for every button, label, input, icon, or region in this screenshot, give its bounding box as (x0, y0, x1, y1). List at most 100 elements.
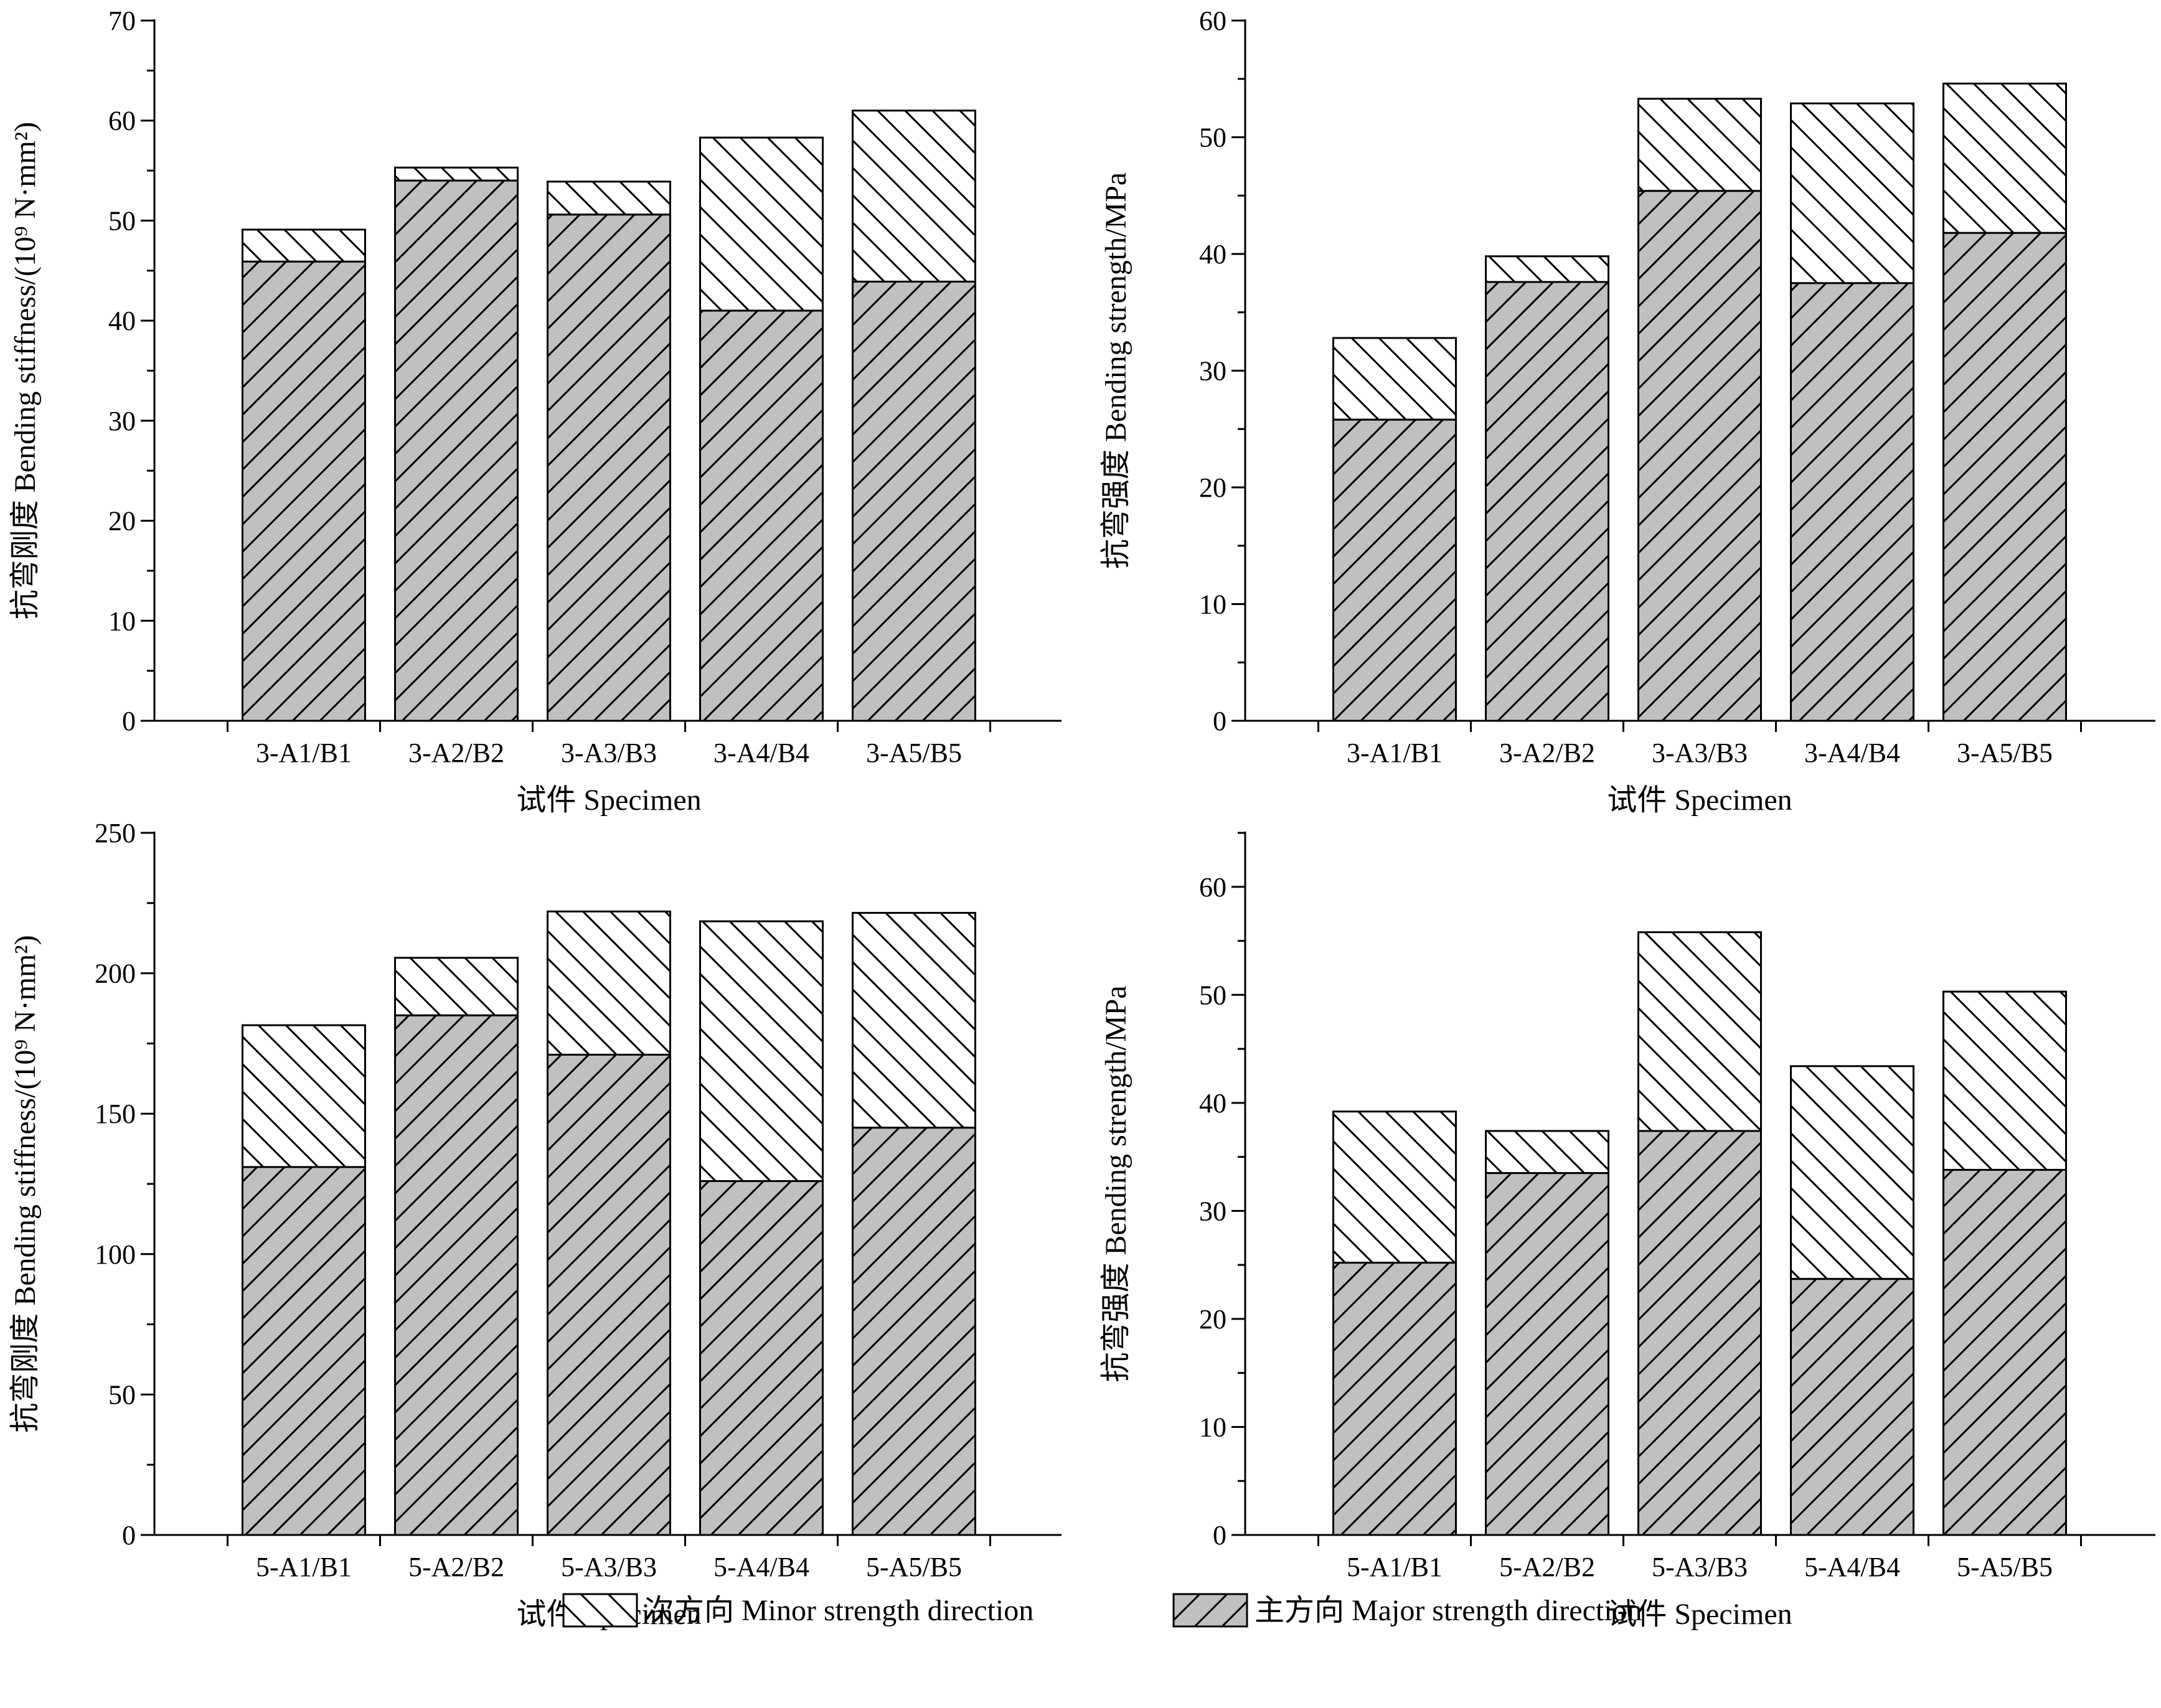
y-tick-label: 50 (1199, 980, 1226, 1010)
chart-panel-2: 0 10 20 30 40 50 60 抗弯强度 Bending strength/MPa 3-… (1099, 6, 2155, 817)
y-axis-title: 抗弯强度 Bending strength/MPa (1099, 172, 1132, 569)
bar-minor-5-A3/B3 (547, 910, 671, 1056)
y-tick-label: 70 (108, 6, 136, 36)
bar-major-5-A5/B5 (852, 1127, 976, 1536)
x-tick-label: 5-A3/B3 (1652, 1552, 1748, 1582)
y-tick-label: 20 (108, 506, 136, 537)
y-tick-label: 30 (1199, 1196, 1226, 1226)
y-tick-label: 100 (95, 1239, 136, 1270)
y-tick-label: 40 (1199, 239, 1226, 270)
bar-minor-5-A4/B4 (1790, 1065, 1914, 1280)
y-tick-label: 30 (108, 406, 136, 436)
bar-major-3-A4/B4 (1790, 282, 1914, 722)
bar-minor-3-A1/B1 (1332, 337, 1457, 421)
x-tick-label: 5-A5/B5 (1957, 1552, 2053, 1582)
x-tick-label: 5-A5/B5 (866, 1552, 962, 1582)
chart-panel-3: 0 50 100 150 200 250 抗弯刚度 Bending stiffness/(1… (9, 818, 1062, 1631)
legend-label-major: 主方向 Major strength direction (1255, 1594, 1642, 1627)
chart-panel-4: 0 10 20 30 40 50 60 抗弯强度 Bending strength/MPa 5-… (1099, 832, 2155, 1631)
bar-major-5-A3/B3 (1637, 1130, 1762, 1536)
y-tick-label: 20 (1199, 1304, 1226, 1335)
x-tick-label: 3-A2/B2 (408, 738, 504, 768)
x-tick-label: 3-A3/B3 (561, 738, 657, 768)
y-tick-label: 0 (122, 706, 136, 736)
bar-major-3-A3/B3 (547, 214, 671, 722)
y-tick-label: 50 (108, 205, 136, 236)
y-axis-title: 抗弯刚度 Bending stiffness/(10⁹ N·mm²) (9, 122, 42, 620)
y-tick-label: 60 (1199, 6, 1226, 36)
bar-minor-3-A3/B3 (1637, 98, 1762, 192)
bar-minor-5-A5/B5 (1942, 990, 2067, 1171)
bar-minor-5-A1/B1 (242, 1024, 366, 1168)
bar-major-5-A2/B2 (394, 1014, 519, 1536)
bar-minor-5-A2/B2 (394, 957, 519, 1016)
y-tick-label: 0 (1213, 706, 1226, 736)
y-tick-label: 20 (1199, 472, 1226, 503)
y-tick-label: 200 (95, 959, 136, 989)
x-tick-label: 5-A3/B3 (561, 1552, 657, 1582)
x-tick-label: 3-A1/B1 (256, 738, 352, 768)
bar-major-5-A5/B5 (1942, 1168, 2067, 1536)
bar-major-5-A3/B3 (547, 1053, 671, 1536)
x-tick-label: 5-A2/B2 (1499, 1552, 1595, 1582)
bar-minor-5-A1/B1 (1332, 1110, 1457, 1264)
bar-minor-3-A2/B2 (394, 166, 519, 182)
bar-minor-3-A1/B1 (242, 228, 366, 263)
y-tick-label: 50 (108, 1379, 136, 1410)
y-axis-title: 抗弯刚度 Bending stiffness/(10⁹ N·mm²) (9, 935, 42, 1433)
x-tick-label: 3-A1/B1 (1347, 738, 1443, 768)
bar-major-3-A1/B1 (242, 260, 366, 722)
bar-minor-5-A3/B3 (1637, 931, 1762, 1132)
y-tick-label: 10 (1199, 1412, 1226, 1442)
y-tick-label: 40 (1199, 1088, 1226, 1119)
y-tick-label: 250 (95, 818, 136, 848)
y-tick-label: 60 (108, 106, 136, 136)
x-tick-label: 3-A5/B5 (1957, 738, 2053, 768)
x-tick-label: 5-A1/B1 (256, 1552, 352, 1582)
bar-major-5-A4/B4 (1790, 1278, 1914, 1536)
bar-minor-5-A4/B4 (699, 920, 824, 1182)
bar-minor-5-A5/B5 (852, 912, 976, 1129)
bar-minor-3-A4/B4 (1790, 102, 1914, 284)
bar-major-5-A2/B2 (1485, 1172, 1609, 1536)
bar-minor-5-A2/B2 (1485, 1130, 1609, 1175)
x-axis-title: 试件 Specimen (1607, 784, 1792, 817)
x-tick-label: 3-A4/B4 (1804, 738, 1900, 768)
legend-swatch-minor (562, 1593, 638, 1628)
y-tick-label: 0 (1213, 1520, 1226, 1551)
bar-major-3-A2/B2 (394, 179, 519, 722)
x-tick-label: 5-A4/B4 (713, 1552, 809, 1582)
y-tick-label: 150 (95, 1099, 136, 1129)
bar-major-3-A5/B5 (852, 280, 976, 722)
legend-label-minor: 次方向 Minor strength direction (644, 1594, 1033, 1627)
legend-swatch-major (1172, 1593, 1248, 1628)
y-tick-label: 10 (108, 606, 136, 636)
y-tick-label: 40 (108, 306, 136, 336)
bar-minor-3-A3/B3 (547, 181, 671, 216)
x-tick-label: 3-A2/B2 (1499, 738, 1595, 768)
x-tick-label: 3-A4/B4 (713, 738, 809, 768)
x-tick-label: 5-A1/B1 (1347, 1552, 1443, 1582)
bar-minor-3-A5/B5 (1942, 82, 2067, 234)
y-axis-title: 抗弯强度 Bending strength/MPa (1099, 985, 1132, 1382)
bar-major-5-A4/B4 (699, 1180, 824, 1536)
x-axis-title: 试件 Specimen (516, 784, 701, 817)
x-tick-label: 5-A4/B4 (1804, 1552, 1900, 1582)
y-tick-label: 30 (1199, 356, 1226, 387)
bar-major-3-A2/B2 (1485, 281, 1609, 722)
y-tick-label: 50 (1199, 123, 1226, 153)
bar-major-3-A4/B4 (699, 309, 824, 722)
bar-major-5-A1/B1 (242, 1166, 366, 1536)
bar-minor-3-A4/B4 (699, 136, 824, 312)
bar-major-3-A3/B3 (1637, 190, 1762, 722)
x-tick-label: 3-A3/B3 (1652, 738, 1748, 768)
bar-major-3-A1/B1 (1332, 418, 1457, 722)
chart-legend: 次方向 Minor strength direction 主方向 Major s… (562, 1593, 1642, 1628)
bar-major-5-A1/B1 (1332, 1262, 1457, 1536)
y-tick-label: 0 (122, 1520, 136, 1551)
x-tick-label: 5-A2/B2 (408, 1552, 504, 1582)
chart-panel-1: 0 10 20 30 40 50 60 70 抗弯刚度 Bending stiffness/(1… (9, 6, 1062, 817)
x-axis-title: 试件 Specimen (1607, 1598, 1792, 1631)
y-tick-label: 60 (1199, 872, 1226, 903)
